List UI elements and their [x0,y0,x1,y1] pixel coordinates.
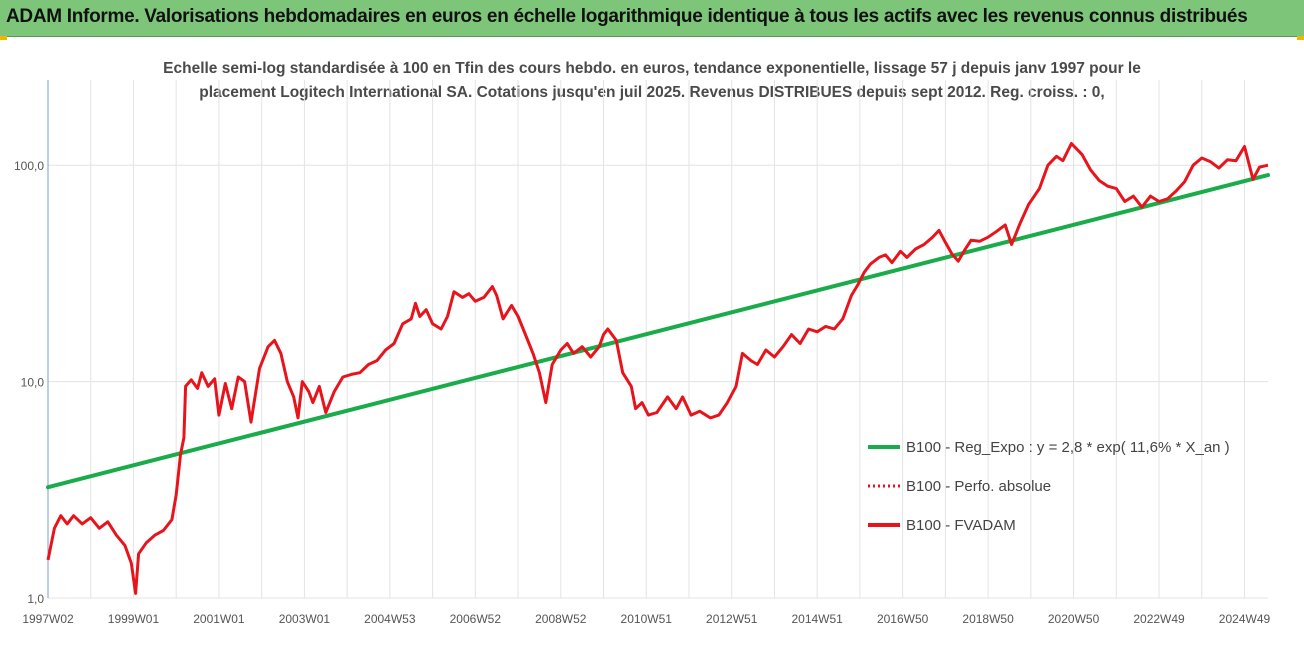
x-tick-label: 2016W50 [877,612,929,626]
axes: 1,0 10,0 100,0 1997W02 1999W01 2001W01 2003W01… [14,80,1271,626]
legend: B100 - Reg_Expo : y = 2,8 * exp( 11,6% *… [868,439,1230,534]
x-tick-label: 2006W52 [450,612,502,626]
x-tick-label: 1997W02 [22,612,74,626]
price-line [46,142,1269,595]
y-tick-label: 100,0 [14,159,44,173]
legend-label: B100 - Reg_Expo : y = 2,8 * exp( 11,6% *… [906,439,1230,456]
corner-mark-left [0,36,7,40]
report-header: ADAM Informe. Valorisations hebdomadaire… [0,0,1304,37]
x-tick-label: 1999W01 [108,612,160,626]
x-tick-label: 2024W49 [1219,612,1271,626]
report-title: ADAM Informe. Valorisations hebdomadaire… [6,6,1248,27]
legend-label: B100 - FVADAM [906,517,1016,534]
x-tick-label: 2020W50 [1048,612,1100,626]
chart-title-line-2: placement Logitech International SA. Cot… [199,84,1105,101]
trend-line [46,173,1270,490]
x-tick-label: 2008W52 [535,612,587,626]
x-tick-label: 2018W50 [962,612,1014,626]
chart-title-line-1: Echelle semi-log standardisée à 100 en T… [163,60,1141,77]
x-tick-label: 2010W51 [621,612,673,626]
series [46,142,1270,595]
x-tick-label: 2001W01 [193,612,245,626]
corner-mark-right [1297,36,1304,40]
x-tick-label: 2022W49 [1133,612,1185,626]
x-tick-label: 2012W51 [706,612,758,626]
x-tick-label: 2003W01 [279,612,331,626]
x-tick-label: 2004W53 [364,612,416,626]
x-tick-label: 2014W51 [791,612,843,626]
log-price-chart: 1,0 10,0 100,0 1997W02 1999W01 2001W01 2003W01… [14,80,1271,626]
y-tick-label: 10,0 [21,376,45,390]
legend-label: B100 - Perfo. absolue [906,478,1051,495]
y-tick-label: 1,0 [27,592,44,606]
